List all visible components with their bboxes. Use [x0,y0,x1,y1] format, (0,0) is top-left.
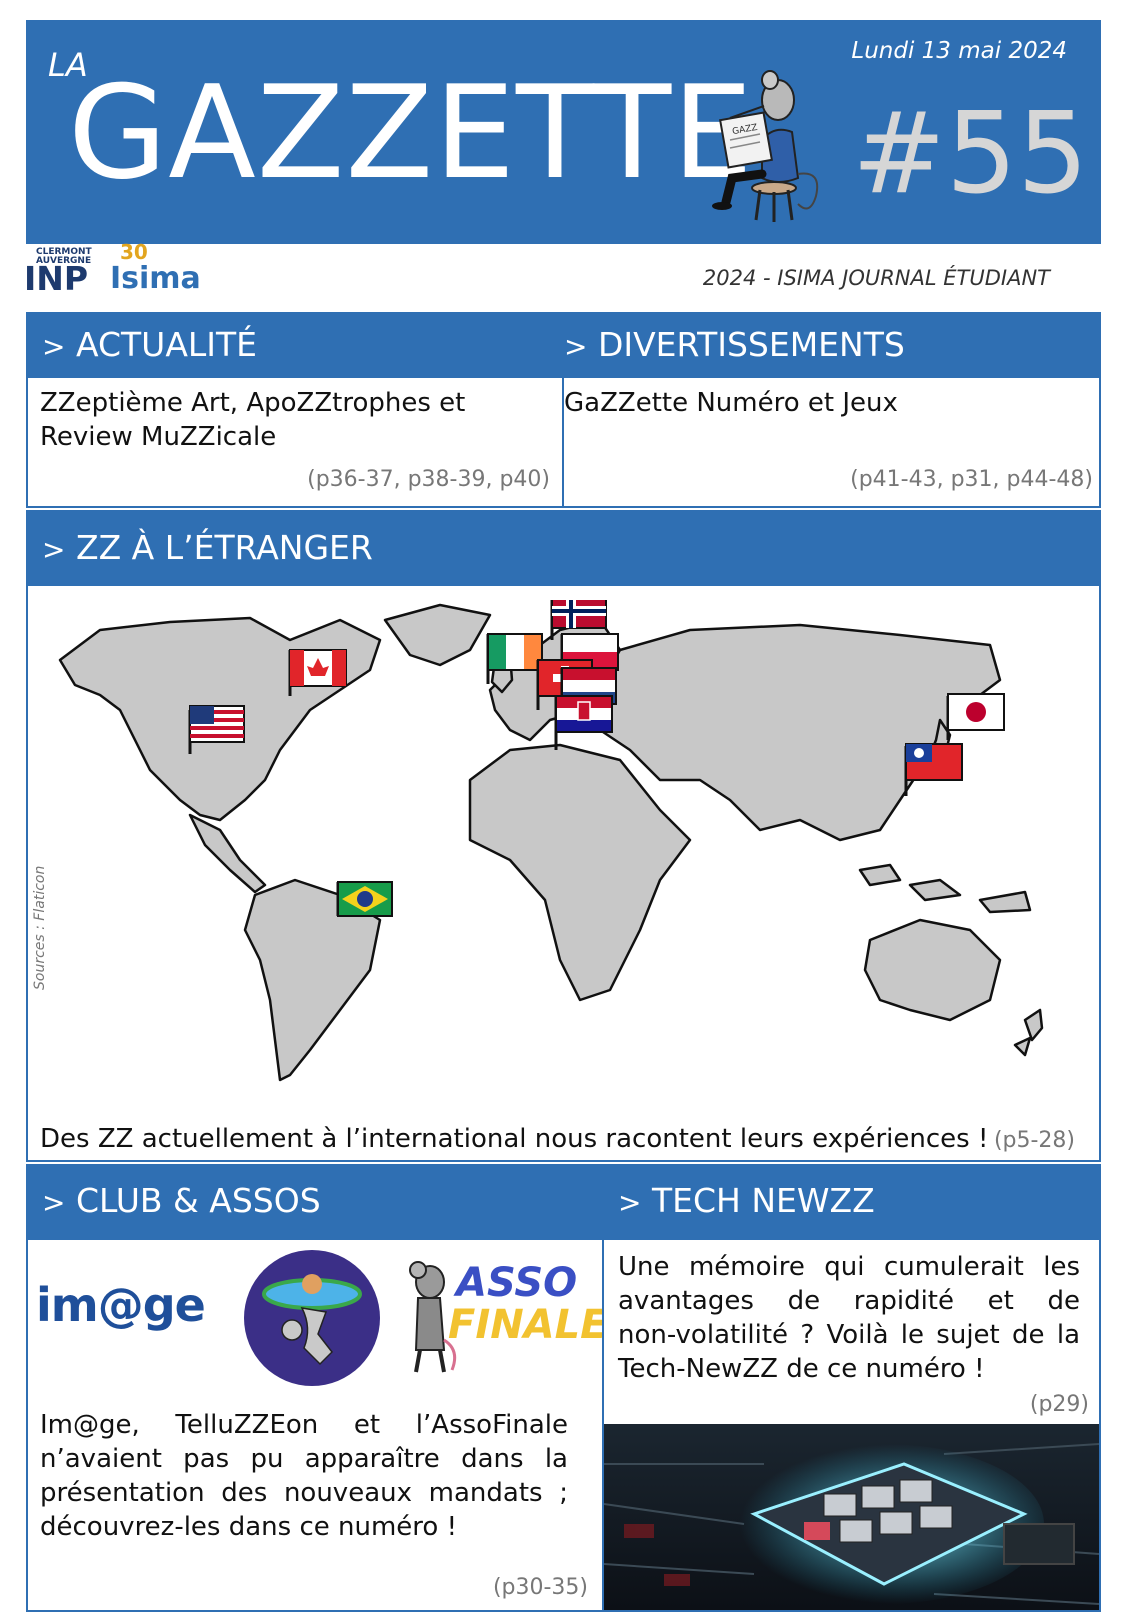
school-logos: CLERMONT AUVERGNE INP 30 Isima [24,240,201,304]
africa-landmass [468,743,692,1002]
greenland-landmass [383,603,492,667]
flag-japan [946,693,1005,740]
flag-taiwan [904,743,963,796]
section-title: TECH NEWZZ [651,1181,875,1220]
inp-logo-line1: CLERMONT [36,247,92,257]
page-reference: (p36-37, p38-39, p40) [307,467,550,492]
image-club-logo: im@ge [36,1278,206,1332]
flag-croatia [554,695,613,750]
text-line: avantages de rapidité et de [618,1286,1080,1316]
section-text: Des ZZ actuellement à l’international no… [40,1124,989,1154]
text-line: découvrez-les dans ce numéro ! [40,1512,458,1542]
section-prefix: > [42,330,66,363]
journal-label: 2024 - ISIMA JOURNAL ÉTUDIANT [702,266,1050,290]
asia-landmass [583,623,1002,842]
page-reference: (p29) [1029,1392,1089,1417]
flag-canada [288,649,347,696]
memory-chip-illustration [604,1424,1099,1610]
section-title: CLUB & ASSOS [75,1181,321,1220]
section-header: > ACTUALITÉ [28,314,562,378]
section-actualite: > ACTUALITÉ ZZeptième Art, ApoZZtrophes … [26,312,564,508]
section-header: > ZZ À L’ÉTRANGER [28,512,1099,586]
text-line: Im@ge, TelluZZEon et l’AssoFinale [40,1410,568,1440]
section-text: GaZZette Numéro et Jeux [564,388,898,418]
assofinale-logo-line1: ASSO [456,1260,578,1306]
telluzzeon-logo [244,1250,380,1386]
issue-number: #55 [852,89,1089,219]
section-text: Im@ge, TelluZZEon et l’AssoFinale n’avai… [40,1408,568,1544]
central-america-landmass [188,813,267,894]
map-sources-credit: Sources : Flaticon [32,865,48,990]
page-reference: (p5-28) [993,1128,1075,1153]
isima-logo: Isima [110,261,201,296]
section-text: ZZeptième Art, ApoZZtrophes et Review Mu… [40,388,466,452]
assofinale-mouse-icon [409,1261,457,1373]
section-divertissements: > DIVERTISSEMENTS GaZZette Numéro et Jeu… [562,312,1101,508]
text-line: présentation des nouveaux mandats ; [40,1478,568,1508]
section-header: > CLUB & ASSOS [28,1166,602,1240]
mouse-mascot-illustration: GAZZ [712,70,819,222]
world-map [58,600,1044,1082]
page-reference: (p30-35) [492,1575,588,1600]
flag-ireland [486,633,543,684]
masthead [26,20,1101,244]
masthead-la: LA [48,46,88,84]
section-title: ZZ À L’ÉTRANGER [75,528,373,567]
section-title: ACTUALITÉ [75,325,258,364]
text-line: non-volatilité ? Voilà le sujet de la [618,1320,1080,1350]
new-zealand-landmass [1013,1008,1044,1057]
page-reference: (p41-43, p31, p44-48) [850,467,1093,492]
section-text: Une mémoire qui cumulerait les avantages… [618,1250,1080,1386]
section-prefix: > [618,1186,642,1219]
section-title: DIVERTISSEMENTS [597,325,905,364]
section-prefix: > [42,1186,66,1219]
masthead-title: GAZZETTE [68,59,754,208]
issue-date: Lundi 13 mai 2024 [851,38,1067,64]
section-header: > TECH NEWZZ [604,1166,1099,1240]
flag-norway [550,600,607,640]
text-line: n’avaient pas pu apparaître dans la [40,1444,568,1474]
section-header: > DIVERTISSEMENTS [564,314,1099,378]
isima-30-logo: 30 [120,240,148,264]
section-club-assos: > CLUB & ASSOS im@ge ASSO FINALE Im@ge, … [26,1164,608,1612]
section-prefix: > [564,330,588,363]
section-tech-newzz: > TECH NEWZZ Une mémoire qui cumulerait … [602,1164,1101,1612]
flag-brazil [336,881,393,917]
section-prefix: > [42,533,66,566]
australia-landmass [863,918,1002,1022]
inp-logo: INP [24,259,89,298]
text-line: Une mémoire qui cumulerait les [618,1252,1080,1282]
mascot-paper-text: GAZZ [732,123,759,137]
flag-usa [188,705,245,754]
assofinale-logo-line2: FINALE [448,1302,608,1348]
inp-logo-line2: AUVERGNE [36,256,92,266]
text-line: Tech-NewZZ de ce numéro ! [618,1354,985,1384]
indonesia-landmass [858,863,1032,914]
